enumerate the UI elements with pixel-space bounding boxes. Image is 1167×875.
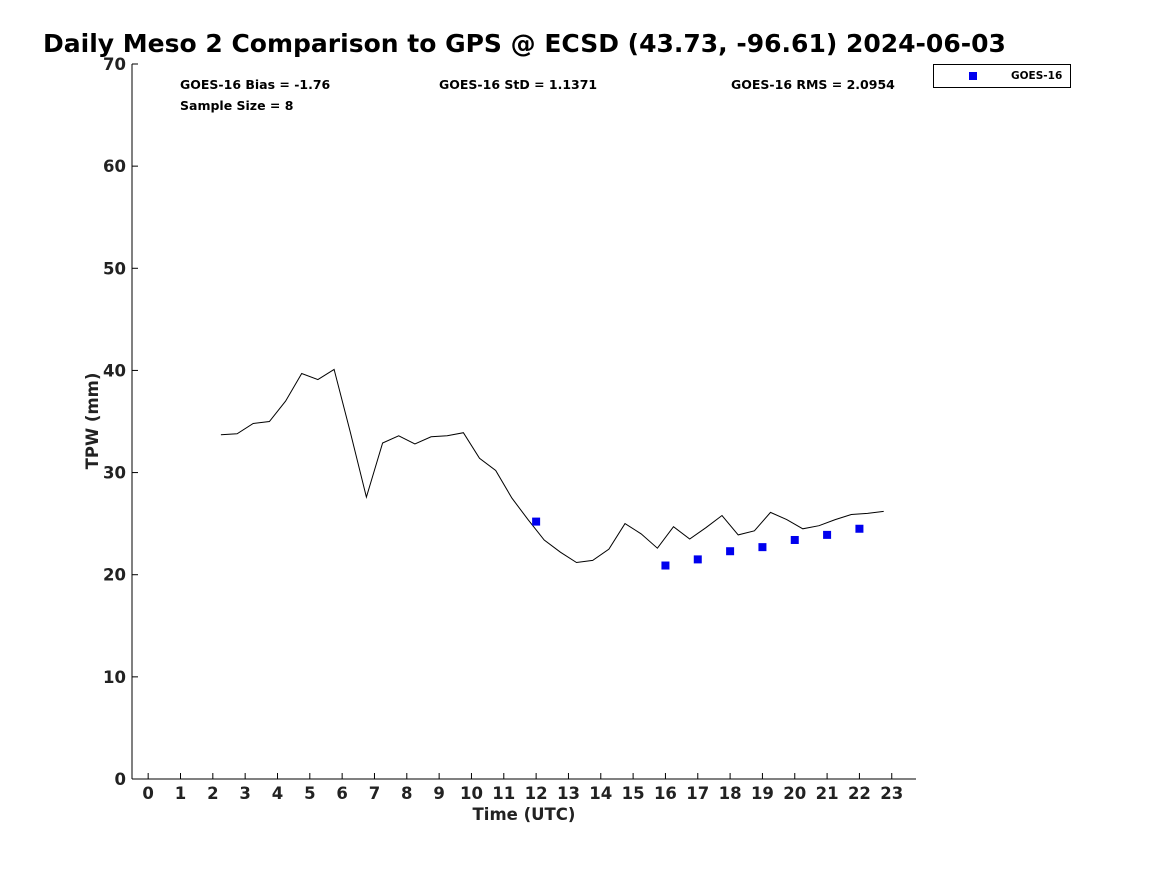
goes16-point bbox=[693, 555, 702, 564]
y-tick-label: 10 bbox=[103, 668, 126, 687]
x-tick-label: 11 bbox=[492, 784, 515, 803]
y-tick-label: 70 bbox=[103, 55, 126, 74]
x-tick-label: 18 bbox=[719, 784, 742, 803]
x-tick-label: 5 bbox=[304, 784, 315, 803]
y-tick-label: 20 bbox=[103, 566, 126, 585]
bias-stat: GOES-16 Bias = -1.76 bbox=[180, 77, 331, 92]
chart-title: Daily Meso 2 Comparison to GPS @ ECSD (4… bbox=[43, 29, 1006, 58]
x-tick-label: 0 bbox=[142, 784, 153, 803]
goes16-point bbox=[823, 530, 832, 539]
y-tick-label: 60 bbox=[103, 157, 126, 176]
y-tick-label: 30 bbox=[103, 464, 126, 483]
goes16-points bbox=[532, 517, 864, 570]
x-tick-label: 10 bbox=[460, 784, 483, 803]
x-tick-label: 19 bbox=[751, 784, 774, 803]
x-tick-label: 9 bbox=[433, 784, 444, 803]
x-tick-label: 2 bbox=[207, 784, 218, 803]
x-tick-label: 6 bbox=[336, 784, 347, 803]
y-tick-label: 0 bbox=[115, 770, 126, 789]
x-tick-label: 4 bbox=[272, 784, 283, 803]
goes16-point bbox=[661, 561, 670, 570]
x-tick-label: 16 bbox=[654, 784, 677, 803]
goes16-point bbox=[758, 543, 767, 552]
x-tick-label: 3 bbox=[239, 784, 250, 803]
x-tick-label: 17 bbox=[686, 784, 709, 803]
x-tick-label: 20 bbox=[783, 784, 806, 803]
legend-box bbox=[933, 64, 1071, 88]
goes16-point bbox=[726, 547, 735, 556]
goes16-point bbox=[790, 535, 799, 544]
x-axis-label: Time (UTC) bbox=[473, 805, 576, 824]
x-tick-label: 12 bbox=[525, 784, 548, 803]
sample-size-stat: Sample Size = 8 bbox=[180, 98, 293, 113]
y-axis-ticks: 0 10 20 30 40 50 60 70 bbox=[103, 55, 138, 789]
x-tick-label: 7 bbox=[369, 784, 380, 803]
x-tick-label: 21 bbox=[816, 784, 839, 803]
legend-entry-goes16: GOES-16 bbox=[1011, 70, 1062, 82]
goes16-point bbox=[855, 524, 864, 533]
std-stat: GOES-16 StD = 1.1371 bbox=[439, 77, 597, 92]
x-tick-label: 8 bbox=[401, 784, 412, 803]
x-tick-label: 1 bbox=[175, 784, 186, 803]
y-axis-label: TPW (mm) bbox=[83, 373, 102, 470]
x-tick-label: 14 bbox=[589, 784, 612, 803]
x-axis-ticks: 0 1 2 3 4 5 6 7 8 9 10 11 12 13 14 15 16 17 18 19 20 21 22 23 bbox=[142, 773, 903, 803]
x-tick-label: 23 bbox=[880, 784, 903, 803]
legend: GOES-16 bbox=[933, 64, 1071, 88]
legend-marker bbox=[969, 72, 977, 80]
x-tick-label: 13 bbox=[557, 784, 580, 803]
y-tick-label: 40 bbox=[103, 361, 126, 380]
gps-tpw-line bbox=[220, 368, 884, 564]
y-tick-label: 50 bbox=[103, 259, 126, 278]
goes16-point bbox=[532, 517, 541, 526]
rms-stat: GOES-16 RMS = 2.0954 bbox=[731, 77, 895, 92]
x-tick-label: 15 bbox=[622, 784, 645, 803]
x-tick-label: 22 bbox=[848, 784, 871, 803]
